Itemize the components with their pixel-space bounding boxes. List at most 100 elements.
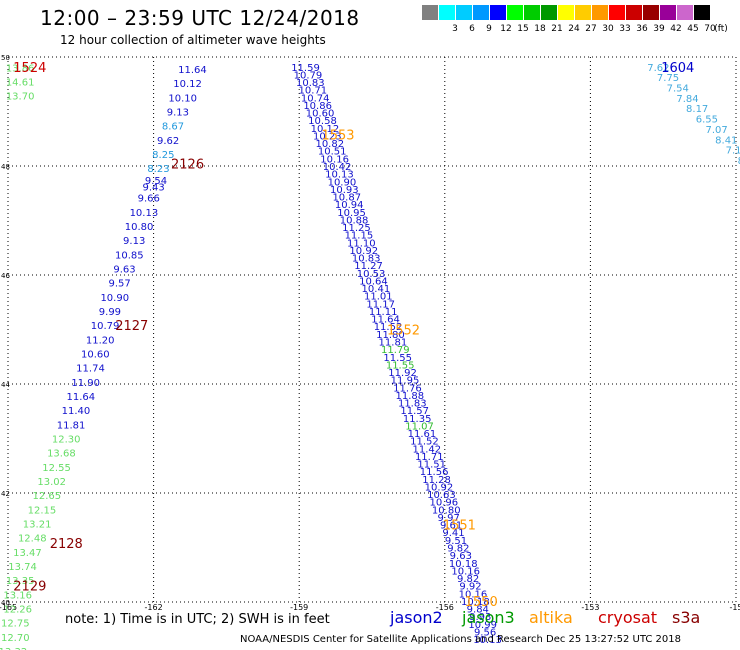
- wave-height-value: 9.63: [113, 264, 135, 275]
- pass-time-label: 2129: [13, 580, 46, 595]
- wave-height-value: 7.62: [647, 63, 669, 74]
- wave-height-value: 10.90: [100, 293, 129, 304]
- wave-height-value: 11.64: [178, 65, 207, 76]
- wave-height-value: 11.64: [371, 315, 400, 326]
- wave-height-value: 8.25: [152, 150, 174, 161]
- wave-height-value: 9.43: [142, 183, 164, 194]
- wave-height-value: 11.40: [62, 406, 91, 417]
- legend-label: 30: [602, 24, 614, 34]
- wave-height-value: 10.79: [294, 70, 323, 81]
- lat-tick-label: 48: [1, 163, 10, 171]
- wave-height-value: 9.82: [457, 574, 479, 585]
- wave-height-value: 10.60: [306, 109, 335, 120]
- wave-height-value: 11.90: [71, 378, 100, 389]
- wave-height-value: 11.59: [291, 63, 320, 74]
- wave-height-value: 9.41: [442, 528, 464, 539]
- wave-height-value: 11.35: [403, 414, 432, 425]
- lat-tick-label: 44: [1, 381, 10, 389]
- wave-height-value: 9.62: [157, 136, 179, 147]
- satellite-name-altika: altika: [529, 608, 573, 627]
- lon-tick-label: -15: [729, 603, 740, 612]
- pass-time-label: 2127: [115, 319, 148, 334]
- wave-height-value: 10.80: [432, 505, 461, 516]
- legend-swatch: [473, 5, 489, 20]
- wave-height-value: 7.84: [676, 94, 698, 105]
- wave-height-value: 13.35: [6, 576, 35, 587]
- legend-swatch: [524, 5, 540, 20]
- wave-height-value: 10.74: [301, 93, 330, 104]
- legend-swatch: [439, 5, 455, 20]
- satellite-name-cryosat: cryosat: [598, 608, 658, 627]
- wave-height-value: 11.28: [422, 475, 451, 486]
- wave-height-value: 9.51: [445, 536, 467, 547]
- wave-height-value: 10.80: [125, 222, 154, 233]
- wave-height-value: 9.13: [123, 236, 145, 247]
- wave-height-value: 13.70: [6, 92, 35, 103]
- legend-label: 33: [619, 24, 631, 34]
- wave-height-value: 10.13: [473, 635, 502, 646]
- wave-height-value: 10.18: [449, 559, 478, 570]
- wave-height-value: 12.30: [52, 435, 81, 446]
- wave-height-value: 11.88: [396, 391, 425, 402]
- legend-label: 36: [636, 24, 648, 34]
- wave-height-value: 11.83: [398, 399, 427, 410]
- legend-swatch: [507, 5, 523, 20]
- wave-height-value: 13.47: [13, 548, 42, 559]
- wave-height-value: 12.65: [33, 491, 62, 502]
- legend-swatch: [592, 5, 608, 20]
- wave-height-value: 9.97: [438, 513, 460, 524]
- pass-time-label: 1553: [321, 128, 354, 143]
- wave-height-value: 10.12: [173, 79, 202, 90]
- legend-label: 18: [534, 24, 546, 34]
- lat-lon-grid: [7, 56, 737, 603]
- wave-height-value: 10.10: [168, 93, 197, 104]
- wave-height-value: 13.16: [3, 590, 32, 601]
- wave-height-value: 10.64: [359, 276, 388, 287]
- pass-time-label: 1524: [13, 61, 46, 76]
- satellite-name-s3a: s3a: [672, 608, 701, 627]
- legend-swatch: [694, 5, 710, 20]
- wave-height-value: 7.1: [726, 146, 740, 157]
- satellite-name-jason2: jason2: [390, 608, 443, 627]
- pass-time-label: 2128: [50, 537, 83, 552]
- track-cryosat-1524: 13.86 14.61 13.70: [6, 63, 35, 102]
- wave-height-value: 11.81: [57, 420, 86, 431]
- lon-tick-label: -159: [290, 603, 308, 612]
- wave-height-value: 12.75: [1, 619, 30, 630]
- wave-height-value: 10.23: [313, 131, 342, 142]
- wave-height-value: 11.74: [76, 364, 105, 375]
- lat-tick-label: 50: [1, 54, 10, 62]
- page-subtitle: 12 hour collection of altimeter wave hei…: [60, 33, 326, 47]
- lat-tick-label: 46: [1, 272, 10, 280]
- wave-height-value: 13.32: [0, 647, 27, 650]
- wave-height-value: 11.64: [66, 392, 95, 403]
- wave-height-value: 13.02: [37, 477, 66, 488]
- legend-swatch: [558, 5, 574, 20]
- wave-height-value: 11.92: [388, 368, 417, 379]
- wave-height-value: 10.92: [425, 482, 454, 493]
- lon-tick-label: -165: [0, 603, 17, 612]
- pass-time-labels: 1524 1604 2126 2127 2128 2129 1553 1552 1551 1550: [13, 61, 694, 610]
- wave-height-value: 9.61: [440, 521, 462, 532]
- wave-height-value: 10.13: [325, 170, 354, 181]
- lon-tick-label: -162: [145, 603, 163, 612]
- wave-height-value: 10.88: [340, 215, 369, 226]
- legend-label: 24: [568, 24, 580, 34]
- track-s3a-2126: 11.6410.1210.109.138.679.628.258.239.549…: [0, 65, 207, 650]
- wave-height-value: 6.55: [696, 115, 718, 126]
- legend-label: 42: [670, 24, 682, 34]
- wave-height-value: 10.95: [337, 208, 366, 219]
- wave-height-value: 8: [738, 156, 740, 167]
- legend-swatch: [626, 5, 642, 20]
- wave-height-value: 10.13: [130, 208, 159, 219]
- wave-height-value: 8.67: [162, 122, 184, 133]
- wave-height-value: 11.11: [369, 307, 398, 318]
- wave-height-value: 11.15: [345, 231, 374, 242]
- wave-height-value: 11.80: [376, 330, 405, 341]
- legend-label: 70: [704, 24, 716, 34]
- wave-height-value: 12.26: [3, 605, 32, 616]
- wave-height-value: 10.90: [328, 177, 357, 188]
- wave-height-value: 10.12: [311, 124, 340, 135]
- wave-height-value: 10.93: [330, 185, 359, 196]
